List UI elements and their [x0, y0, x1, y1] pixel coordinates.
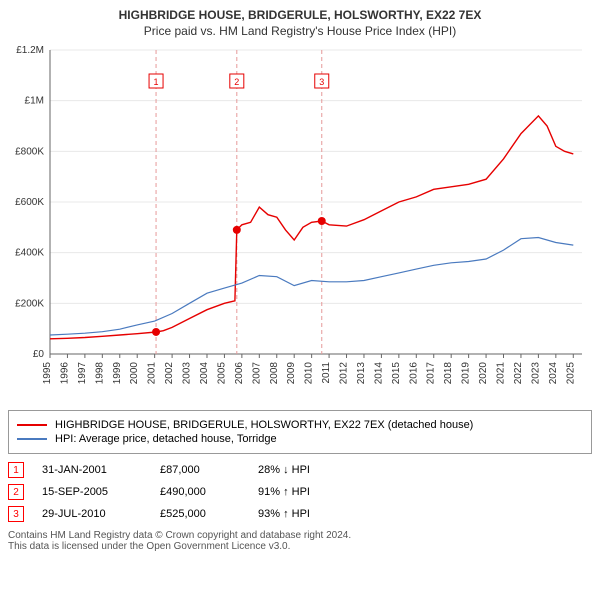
legend-item: HIGHBRIDGE HOUSE, BRIDGERULE, HOLSWORTHY… — [17, 419, 583, 431]
x-tick-label: 2015 — [391, 362, 402, 385]
x-tick-label: 2020 — [478, 362, 489, 385]
x-tick-label: 2005 — [216, 362, 227, 385]
tx-date: 29-JUL-2010 — [42, 508, 142, 520]
y-tick-label: £0 — [33, 349, 45, 360]
x-tick-label: 2007 — [251, 362, 262, 385]
x-tick-label: 2000 — [129, 362, 140, 385]
footer-line-1: Contains HM Land Registry data © Crown c… — [8, 530, 592, 541]
tx-delta: 91% ↑ HPI — [258, 486, 358, 498]
footer-line-2: This data is licensed under the Open Gov… — [8, 541, 592, 552]
legend-label: HIGHBRIDGE HOUSE, BRIDGERULE, HOLSWORTHY… — [55, 419, 473, 431]
legend-swatch — [17, 424, 47, 426]
y-tick-label: £600K — [15, 197, 44, 208]
x-tick-label: 2024 — [548, 362, 559, 385]
tx-marker-number: 3 — [319, 77, 324, 87]
y-tick-label: £200K — [15, 298, 44, 309]
tx-point — [318, 217, 326, 225]
line-chart: £0 £200K £400K £600K £800K £1M £1.2M 1995 1996 19… — [8, 44, 592, 404]
y-tick-label: £1.2M — [16, 45, 44, 56]
x-tick-label: 2002 — [164, 362, 175, 385]
tx-delta: 28% ↓ HPI — [258, 464, 358, 476]
tx-marker: 1 — [8, 462, 24, 478]
tx-point — [233, 226, 241, 234]
title-line-2: Price paid vs. HM Land Registry's House … — [8, 24, 592, 38]
tx-date: 15-SEP-2005 — [42, 486, 142, 498]
footer: Contains HM Land Registry data © Crown c… — [8, 530, 592, 552]
x-tick-label: 2017 — [426, 362, 437, 385]
tx-price: £87,000 — [160, 464, 240, 476]
x-tick-label: 2016 — [408, 362, 419, 385]
x-tick-label: 1997 — [77, 362, 88, 385]
transaction-table: 1 31-JAN-2001 £87,000 28% ↓ HPI 2 15-SEP-2005… — [8, 462, 592, 522]
tx-marker-number: 2 — [234, 77, 239, 87]
x-tick-label: 2009 — [286, 362, 297, 385]
tx-delta: 93% ↑ HPI — [258, 508, 358, 520]
legend-swatch — [17, 438, 47, 440]
tx-point — [152, 328, 160, 336]
x-tick-label: 2008 — [269, 362, 280, 385]
y-tick-label: £1M — [25, 96, 44, 107]
x-tick-label: 2021 — [496, 362, 507, 385]
x-tick-label: 1996 — [59, 362, 70, 385]
legend-label: HPI: Average price, detached house, Torr… — [55, 433, 277, 445]
title-line-1: HIGHBRIDGE HOUSE, BRIDGERULE, HOLSWORTHY… — [8, 8, 592, 22]
titles: HIGHBRIDGE HOUSE, BRIDGERULE, HOLSWORTHY… — [8, 8, 592, 38]
x-tick-label: 2013 — [356, 362, 367, 385]
chart-area: £0 £200K £400K £600K £800K £1M £1.2M 1995 1996 19… — [8, 44, 592, 404]
x-tick-label: 2022 — [513, 362, 524, 385]
tx-marker: 2 — [8, 484, 24, 500]
table-row: 1 31-JAN-2001 £87,000 28% ↓ HPI — [8, 462, 592, 478]
x-tick-label: 2003 — [182, 362, 193, 385]
x-tick-label: 1999 — [112, 362, 123, 385]
x-tick-label: 2001 — [147, 362, 158, 385]
tx-date: 31-JAN-2001 — [42, 464, 142, 476]
tx-price: £525,000 — [160, 508, 240, 520]
x-tick-label: 2019 — [461, 362, 472, 385]
x-tick-label: 2025 — [565, 362, 576, 385]
tx-marker: 3 — [8, 506, 24, 522]
legend: HIGHBRIDGE HOUSE, BRIDGERULE, HOLSWORTHY… — [8, 410, 592, 454]
y-tick-label: £800K — [15, 146, 44, 157]
x-tick-label: 2014 — [373, 362, 384, 385]
x-tick-label: 2023 — [530, 362, 541, 385]
tx-price: £490,000 — [160, 486, 240, 498]
legend-item: HPI: Average price, detached house, Torr… — [17, 433, 583, 445]
x-tick-label: 2010 — [304, 362, 315, 385]
x-tick-label: 1998 — [94, 362, 105, 385]
x-tick-label: 1995 — [42, 362, 53, 385]
tx-marker-number: 1 — [154, 77, 159, 87]
table-row: 2 15-SEP-2005 £490,000 91% ↑ HPI — [8, 484, 592, 500]
x-tick-label: 2004 — [199, 362, 210, 385]
table-row: 3 29-JUL-2010 £525,000 93% ↑ HPI — [8, 506, 592, 522]
chart-container: HIGHBRIDGE HOUSE, BRIDGERULE, HOLSWORTHY… — [0, 0, 600, 560]
x-tick-label: 2018 — [443, 362, 454, 385]
x-tick-label: 2012 — [339, 362, 350, 385]
x-tick-label: 2006 — [234, 362, 245, 385]
x-tick-label: 2011 — [321, 362, 332, 384]
y-tick-label: £400K — [15, 248, 44, 259]
